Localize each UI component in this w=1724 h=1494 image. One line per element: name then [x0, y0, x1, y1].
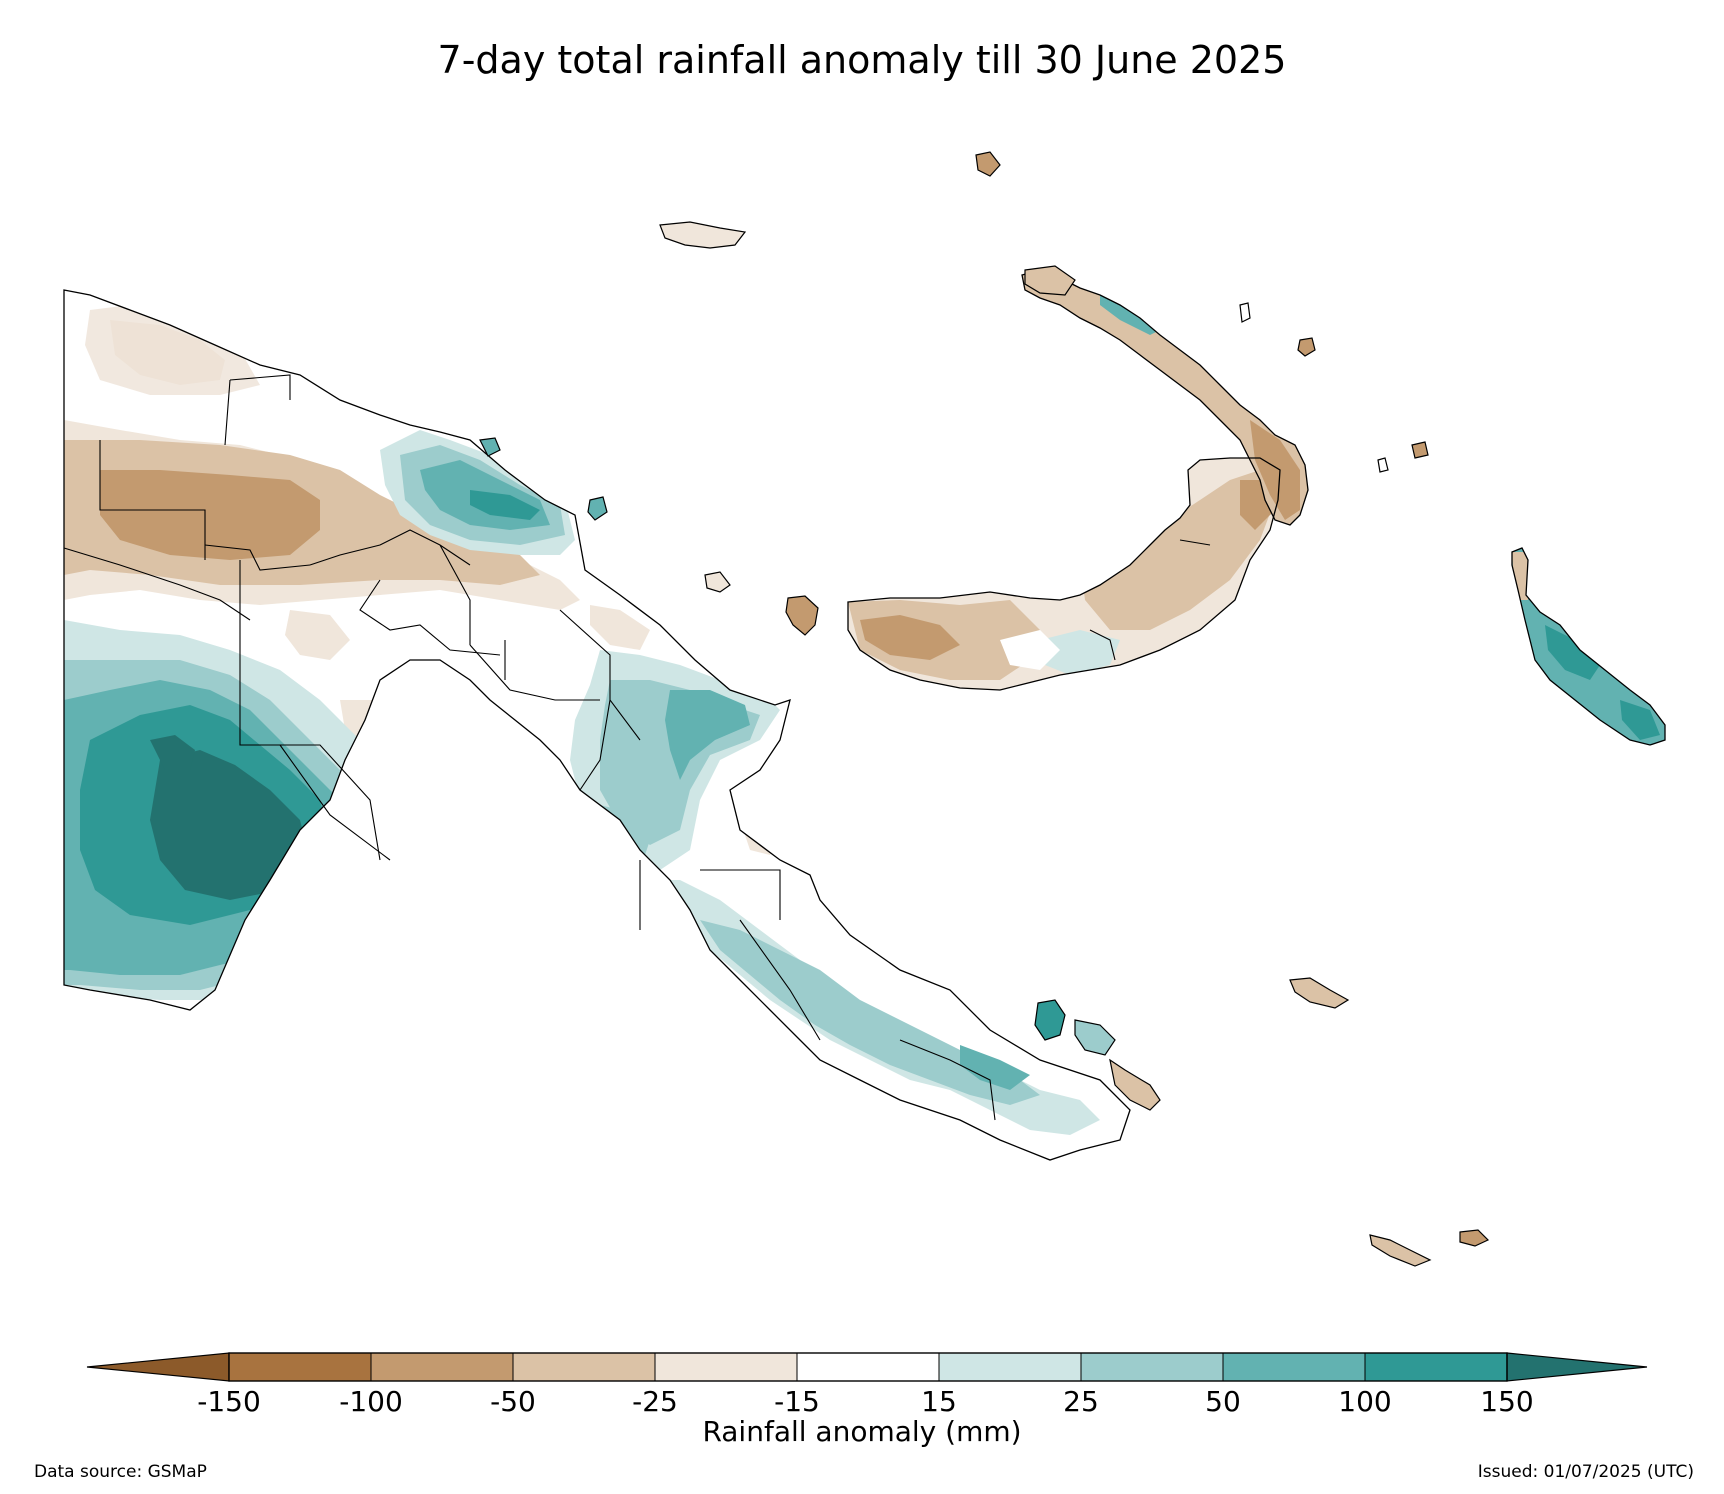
tabar	[1239, 302, 1251, 323]
colorbar-bin	[655, 1353, 797, 1381]
new-hanover	[1024, 265, 1076, 296]
colorbar-extend-max	[1506, 1352, 1648, 1382]
woodlark	[1289, 977, 1350, 1009]
bougainville-coastline	[1511, 547, 1666, 746]
colorbar-tick-label: 150	[1480, 1385, 1534, 1418]
colorbar-bin	[229, 1353, 371, 1381]
colorbar-bin	[1081, 1353, 1223, 1381]
lihir	[1297, 337, 1316, 357]
colorbar-tick-label: 50	[1205, 1385, 1241, 1418]
colorbar-tick-label: 100	[1338, 1385, 1392, 1418]
karkar	[479, 437, 501, 457]
colorbar-label: Rainfall anomaly (mm)	[702, 1415, 1022, 1448]
umboi	[785, 595, 819, 636]
mainland-coastline	[63, 289, 1131, 1161]
long-island	[587, 496, 608, 521]
colorbar-outline	[228, 1352, 1508, 1382]
colorbar-bin	[1223, 1353, 1365, 1381]
colorbar-tick-label: -100	[339, 1385, 403, 1418]
small-islands	[479, 151, 1490, 1267]
colorbar-tick-label: -50	[490, 1385, 536, 1418]
colorbar-tick-label: -25	[632, 1385, 678, 1418]
colorbar-tick-label: 15	[921, 1385, 957, 1418]
colorbar-bin	[1365, 1353, 1507, 1381]
rossel	[1459, 1229, 1490, 1247]
new-britain-coastline	[847, 457, 1281, 691]
new-ireland-coastline	[1021, 269, 1309, 526]
nissan	[1377, 457, 1389, 473]
colorbar-bin	[513, 1353, 655, 1381]
colorbar-tick-label: 25	[1063, 1385, 1099, 1418]
misima	[1369, 1234, 1432, 1267]
data-source-note: Data source: GSMaP	[34, 1462, 207, 1482]
feni	[1411, 441, 1429, 459]
colorbar-tick-label: -15	[774, 1385, 820, 1418]
map-title: 7-day total rainfall anomaly till 30 Jun…	[437, 38, 1287, 82]
normanby	[1109, 1058, 1161, 1111]
colorbar-bin	[939, 1353, 1081, 1381]
mussau	[975, 151, 1001, 177]
colorbar-bin	[371, 1353, 513, 1381]
island-a	[704, 571, 731, 593]
issued-date-note: Issued: 01/07/2025 (UTC)	[1477, 1462, 1694, 1482]
goodenough	[1074, 1019, 1116, 1056]
colorbar-tick-label: -150	[197, 1385, 261, 1418]
manus-island	[659, 221, 747, 249]
fergusson	[1034, 999, 1066, 1041]
province-boundaries	[63, 374, 1211, 1121]
coastlines	[63, 269, 1666, 1161]
colorbar-bin	[797, 1353, 939, 1381]
colorbar-extend-min	[86, 1352, 230, 1382]
